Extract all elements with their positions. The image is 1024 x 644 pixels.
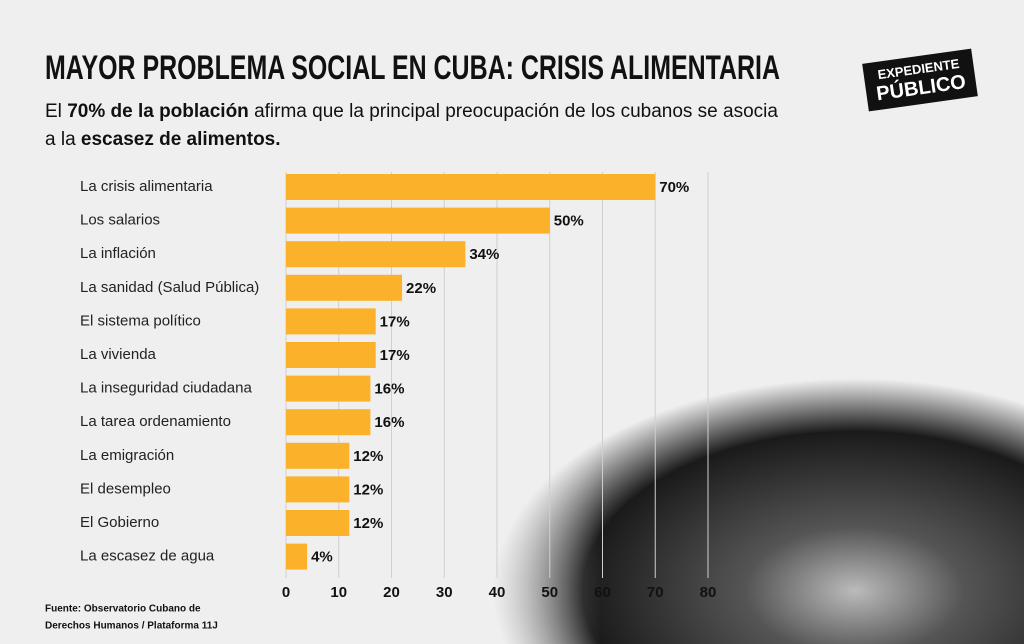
x-tick-label: 50: [541, 584, 558, 601]
value-label: 4%: [311, 549, 333, 566]
x-tick-label: 30: [436, 584, 453, 601]
bar: [286, 207, 550, 234]
y-tick-label: El desempleo: [80, 480, 171, 497]
chart-title: MAYOR PROBLEMA SOCIAL EN CUBA: CRISIS AL…: [45, 49, 780, 87]
bar: [286, 442, 350, 469]
bar: [286, 342, 376, 368]
value-label: 34%: [469, 246, 499, 263]
x-tick-label: 80: [700, 584, 717, 601]
y-tick-label: Los salarios: [80, 212, 160, 229]
subtitle-part: afirma que la principal preocupación de …: [249, 101, 779, 122]
subtitle: a la escasez de alimentos.: [45, 129, 281, 150]
x-tick-label: 60: [594, 584, 611, 601]
bar: [286, 543, 308, 570]
logo: EXPEDIENTE PÚBLICO: [862, 48, 978, 112]
y-tick-label: La crisis alimentaria: [80, 178, 213, 195]
bar: [286, 308, 376, 335]
x-tick-label: 40: [489, 584, 506, 601]
subtitle-part: El: [45, 101, 67, 122]
value-label: 12%: [353, 515, 383, 532]
source: Fuente: Observatorio Cubano de: [45, 604, 201, 615]
subtitle-part: a la: [45, 129, 81, 150]
bar: [286, 510, 350, 536]
bar: [286, 409, 371, 436]
source: Derechos Humanos / Plataforma 11J: [45, 621, 218, 632]
x-tick-label: 70: [647, 584, 664, 601]
y-tick-label: La sanidad (Salud Pública): [80, 279, 259, 296]
bar: [286, 375, 371, 402]
value-label: 12%: [353, 481, 383, 498]
y-tick-label: La vivienda: [80, 346, 157, 363]
value-label: 22%: [406, 280, 436, 297]
y-tick-label: La escasez de agua: [80, 548, 215, 565]
y-tick-label: La tarea ordenamiento: [80, 413, 231, 430]
x-tick-label: 20: [383, 584, 400, 601]
value-label: 17%: [380, 313, 410, 330]
photo-fade: [420, 290, 1024, 644]
value-label: 70%: [659, 179, 689, 196]
subtitle-part: escasez de alimentos.: [81, 129, 281, 150]
value-label: 16%: [374, 414, 404, 431]
subtitle-part: 70% de la población: [67, 101, 249, 122]
y-tick-label: El sistema político: [80, 312, 201, 329]
y-tick-label: El Gobierno: [80, 514, 159, 531]
logo-box: [862, 48, 978, 112]
x-tick-label: 0: [282, 584, 290, 601]
value-label: 50%: [554, 213, 584, 230]
x-tick-label: 10: [330, 584, 347, 601]
y-tick-label: La emigración: [80, 447, 174, 464]
bar: [286, 241, 466, 268]
value-label: 16%: [374, 381, 404, 398]
y-tick-label: La inflación: [80, 245, 156, 262]
value-label: 12%: [353, 448, 383, 465]
value-label: 17%: [380, 347, 410, 364]
bar: [286, 476, 350, 503]
subtitle: El 70% de la población afirma que la pri…: [45, 101, 778, 122]
bar: [286, 274, 403, 301]
bar: [286, 174, 656, 200]
y-tick-label: La inseguridad ciudadana: [80, 380, 252, 397]
